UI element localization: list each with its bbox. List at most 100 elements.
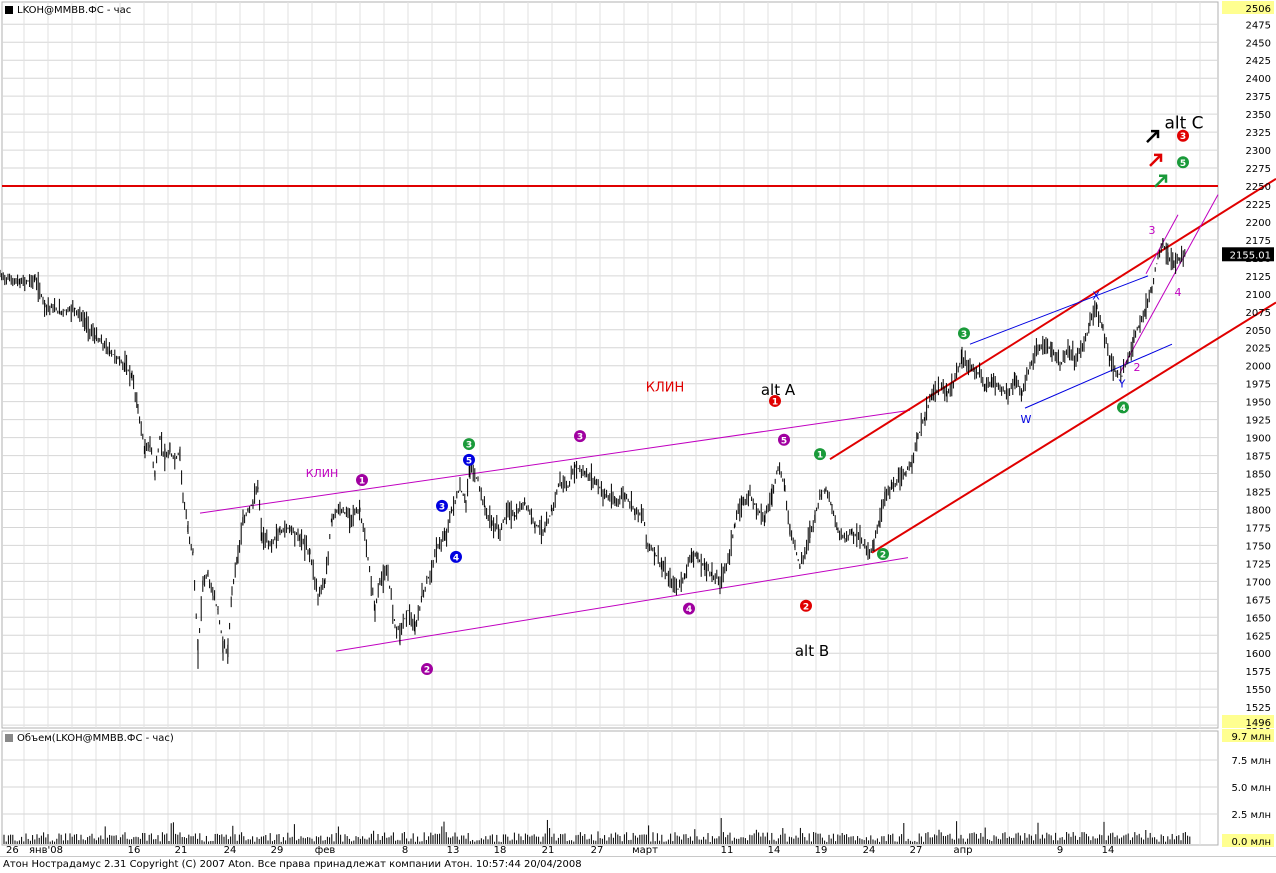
- volume-title: Объем(LKOH@MMBB.ФС - час): [17, 733, 174, 744]
- wave-marker-label: 1: [359, 477, 365, 487]
- wave-marker: [356, 474, 368, 487]
- y-tick-label: 1625: [1246, 631, 1271, 642]
- wave-marker-label: 3: [1180, 132, 1186, 142]
- annotation-label: alt B: [795, 642, 829, 660]
- wave-marker-label: 3: [439, 502, 445, 512]
- status-bar: Атон Нострадамус 2.31 Copyright (C) 2007…: [0, 856, 1276, 873]
- y-tick-label: 1850: [1246, 470, 1271, 481]
- y-tick-label: 1800: [1246, 505, 1271, 516]
- y-tick-label: 1925: [1246, 416, 1271, 427]
- y-tick-label: 1700: [1246, 577, 1271, 588]
- trend-lines: [2, 177, 1276, 652]
- y-tick-label: 2075: [1246, 308, 1271, 319]
- x-tick-label: 24: [863, 845, 876, 856]
- wave-marker-label: 4: [686, 605, 692, 615]
- volume-tick-label: 2.5 млн: [1231, 810, 1271, 821]
- wave-marker: [1117, 401, 1129, 414]
- volume-min-label: 0.0 млн: [1231, 837, 1271, 848]
- wave-marker-label: 4: [1120, 404, 1126, 414]
- x-tick-label: 29: [271, 845, 284, 856]
- wave-marker-label: 5: [466, 456, 472, 466]
- x-tick-label: 16: [128, 845, 141, 856]
- y-tick-label: 2475: [1246, 20, 1271, 31]
- x-tick-label: 26: [6, 845, 19, 856]
- annotation-label: alt C: [1164, 114, 1203, 134]
- wave-markers: 1 2 3 4 5 3 5 3 4 1 2 1 2 3 4 3 5: [356, 129, 1189, 676]
- volume-title-square-icon: [5, 734, 13, 742]
- price-axis: 1500152515501575160016251650167517001725…: [1222, 1, 1274, 848]
- wave-marker: [769, 394, 781, 407]
- trend-line: [1145, 214, 1179, 274]
- annotation-label: КЛИН: [306, 467, 339, 480]
- wave-marker-label: 3: [577, 433, 583, 443]
- x-tick-label: 14: [1102, 845, 1115, 856]
- y-tick-label: 2025: [1246, 344, 1271, 355]
- trend-line: [335, 557, 909, 652]
- y-min-label: 1496: [1246, 718, 1271, 729]
- y-tick-label: 1950: [1246, 398, 1271, 409]
- x-tick-label: 14: [768, 845, 781, 856]
- volume-bars: [3, 818, 1191, 844]
- y-tick-label: 1875: [1246, 452, 1271, 463]
- last-price-label: 2155.01: [1230, 250, 1271, 261]
- annotation-label: КЛИН: [646, 381, 685, 396]
- y-tick-label: 2325: [1246, 128, 1271, 139]
- arrow-icon-head: [1154, 153, 1163, 162]
- y-tick-label: 2200: [1246, 218, 1271, 229]
- x-tick-label: 24: [224, 845, 237, 856]
- trend-line: [199, 409, 911, 514]
- trend-line: [969, 275, 1149, 345]
- wave-marker: [421, 663, 433, 676]
- wave-marker: [436, 499, 448, 512]
- y-tick-label: 1575: [1246, 667, 1271, 678]
- wave-marker: [814, 448, 826, 461]
- wave-marker: [958, 327, 970, 340]
- y-tick-label: 2175: [1246, 236, 1271, 247]
- y-tick-label: 2125: [1246, 272, 1271, 283]
- x-tick-label: 21: [542, 845, 555, 856]
- wave-marker: [574, 430, 586, 443]
- volume-plot-frame: [1, 730, 1219, 846]
- y-tick-label: 1525: [1246, 703, 1271, 714]
- trend-line: [829, 177, 1276, 461]
- y-tick-label: 1650: [1246, 613, 1271, 624]
- title-square-icon: [5, 6, 13, 14]
- x-tick-label: янв'08: [29, 845, 63, 856]
- volume-min-label-box: [1222, 834, 1274, 847]
- wave-marker: [778, 433, 790, 446]
- arrow-icon: [1154, 175, 1166, 188]
- arrow-icon: [1149, 154, 1161, 167]
- y-tick-label: 1750: [1246, 541, 1271, 552]
- trend-line: [1119, 194, 1219, 374]
- wave-marker-label: 3: [961, 330, 967, 340]
- wave-marker: [1177, 129, 1189, 142]
- volume-tick-label: 7.5 млн: [1231, 756, 1271, 767]
- y-tick-label: 1675: [1246, 595, 1271, 606]
- volume-max-label: 9.7 млн: [1231, 732, 1271, 743]
- y-tick-label: 1900: [1246, 434, 1271, 445]
- y-tick-label: 1775: [1246, 523, 1271, 534]
- wave-marker-label: 2: [880, 551, 886, 561]
- y-tick-label: 2450: [1246, 38, 1271, 49]
- wave-marker: [450, 550, 462, 563]
- wave-marker: [800, 599, 812, 612]
- annotation-label: alt A: [761, 381, 796, 399]
- y-min-label-box: [1222, 715, 1274, 728]
- y-max-label-box: [1222, 1, 1274, 14]
- wave-marker-label: 5: [1180, 159, 1186, 169]
- time-axis: 26 янв'08 16 21 24 29 фев 8 13 18 21 27 март 11 14 19 24…: [6, 845, 1114, 856]
- x-tick-label: фев: [315, 845, 336, 856]
- y-tick-label: 2400: [1246, 74, 1271, 85]
- x-tick-label: 8: [402, 845, 408, 856]
- y-tick-label: 1825: [1246, 488, 1271, 499]
- y-tick-label: 2050: [1246, 326, 1271, 337]
- volume-grid: [1, 730, 1219, 846]
- wave-marker: [463, 453, 475, 466]
- wave-marker-label: 5: [781, 436, 787, 446]
- x-tick-label: 11: [721, 845, 734, 856]
- y-tick-label: 2375: [1246, 92, 1271, 103]
- last-price-box: [1222, 247, 1274, 262]
- y-tick-label: 1725: [1246, 559, 1271, 570]
- y-tick-label: 2350: [1246, 110, 1271, 121]
